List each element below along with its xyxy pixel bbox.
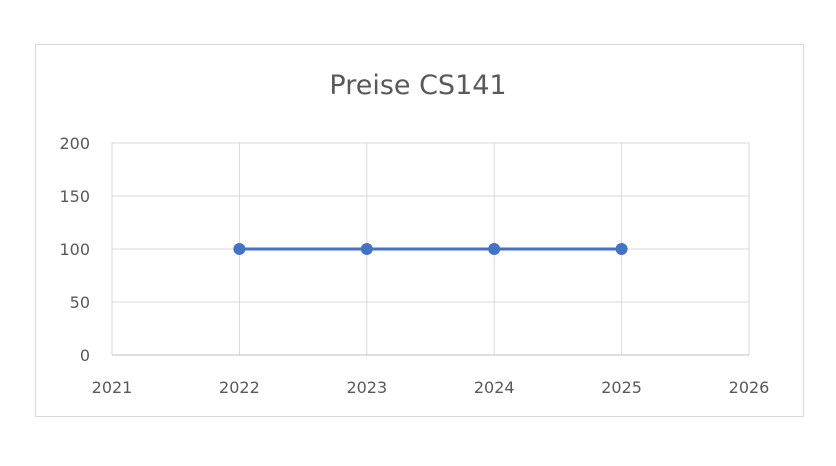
x-tick-label: 2024	[474, 378, 515, 397]
data-point	[360, 243, 373, 255]
x-tick-label: 2021	[92, 378, 133, 397]
data-point	[615, 243, 628, 255]
x-tick-label: 2022	[219, 378, 260, 397]
data-point	[233, 243, 246, 255]
x-tick-label: 2026	[729, 378, 770, 397]
chart-frame	[35, 44, 804, 417]
y-tick-label: 0	[80, 346, 90, 365]
y-tick-label: 50	[70, 293, 90, 312]
y-tick-label: 100	[59, 240, 90, 259]
x-tick-label: 2023	[346, 378, 387, 397]
y-tick-label: 200	[59, 134, 90, 153]
y-tick-label: 150	[59, 187, 90, 206]
x-tick-label: 2025	[601, 378, 642, 397]
chart-title: Preise CS141	[329, 70, 507, 101]
data-point	[488, 243, 501, 255]
